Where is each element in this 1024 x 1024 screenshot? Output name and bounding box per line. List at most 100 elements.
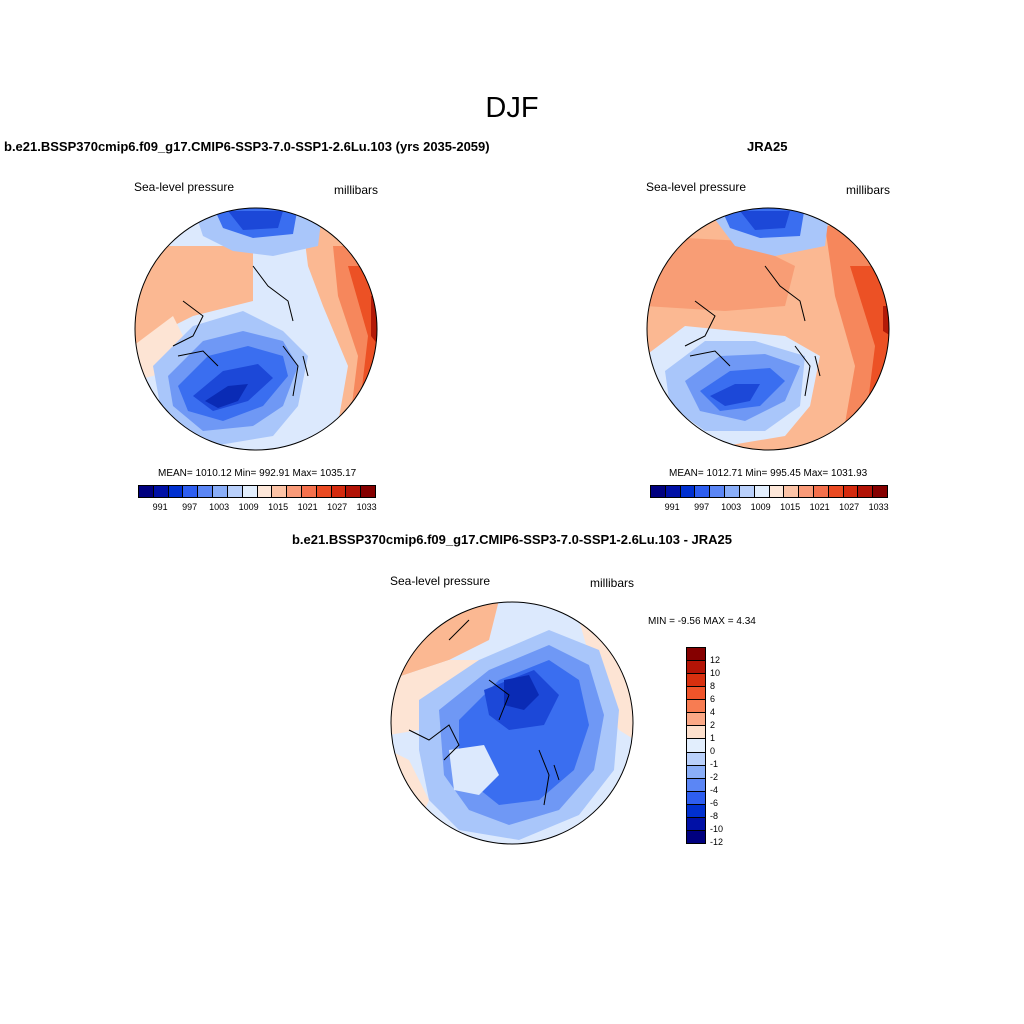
colorbar-swatch xyxy=(651,486,666,497)
colorbar-swatch xyxy=(873,486,887,497)
colorbar-tick-label: -4 xyxy=(710,785,719,795)
colorbar-swatch xyxy=(153,486,169,497)
colorbar-swatch xyxy=(687,804,705,818)
panel-2-colorbar-labels: 991 997 1003 1009 1015 1021 1027 1033 xyxy=(650,502,889,514)
colorbar-swatch xyxy=(687,817,705,831)
panel-1-field-label: Sea-level pressure xyxy=(134,180,235,194)
colorbar-tick-label: 8 xyxy=(710,681,716,691)
colorbar-swatch xyxy=(687,700,705,714)
colorbar-swatch xyxy=(687,726,705,740)
colorbar-swatch xyxy=(213,486,228,497)
colorbar-tick-label: 1003 xyxy=(209,502,230,512)
panel-2-stats: MEAN= 1012.71 Min= 995.45 Max= 1031.93 xyxy=(669,468,868,479)
panel-3-stats: MIN = -9.56 MAX = 4.34 xyxy=(648,616,756,627)
panel-2-field-label: Sea-level pressure xyxy=(646,180,747,194)
colorbar-swatch xyxy=(739,486,755,497)
colorbar-swatch xyxy=(687,648,705,662)
colorbar-swatch xyxy=(828,486,844,497)
colorbar-swatch xyxy=(799,486,814,497)
colorbar-swatch xyxy=(687,739,705,753)
colorbar-swatch xyxy=(687,830,705,843)
colorbar-swatch xyxy=(242,486,258,497)
figure-title: DJF xyxy=(485,92,539,124)
panel-2-polar-map xyxy=(646,207,890,451)
panel-1-title: b.e21.BSSP370cmip6.f09_g17.CMIP6-SSP3-7.… xyxy=(4,139,490,154)
colorbar-tick-label: -10 xyxy=(710,824,724,834)
colorbar-swatch xyxy=(725,486,740,497)
colorbar-tick-label: 1009 xyxy=(750,502,771,512)
panel-3-colorbar-labels: 12 10 8 6 4 2 1 0 -1 -2 -4 -6 -8 -10 -12 xyxy=(710,647,740,847)
colorbar-tick-label: 4 xyxy=(710,707,716,717)
panel-1-units-label: millibars xyxy=(334,183,379,197)
panel-1-polar-map xyxy=(134,207,378,451)
colorbar-swatch xyxy=(687,752,705,766)
panel-1-colorbar-labels: 991 997 1003 1009 1015 1021 1027 1033 xyxy=(138,502,377,514)
colorbar-tick-label: 1009 xyxy=(238,502,259,512)
colorbar-tick-label: 1027 xyxy=(327,502,348,512)
panel-3-title: b.e21.BSSP370cmip6.f09_g17.CMIP6-SSP3-7.… xyxy=(291,532,733,547)
colorbar-tick-label: -1 xyxy=(710,759,719,769)
colorbar-swatch xyxy=(769,486,785,497)
panel-2-units-label: millibars xyxy=(846,183,891,197)
colorbar-tick-label: 2 xyxy=(710,720,716,730)
colorbar-swatch xyxy=(858,486,874,497)
colorbar-tick-label: 1033 xyxy=(868,502,889,512)
colorbar-swatch xyxy=(272,486,288,497)
colorbar-tick-label: -2 xyxy=(710,772,719,782)
colorbar-swatch xyxy=(301,486,317,497)
colorbar-tick-label: -6 xyxy=(710,798,719,808)
panel-3-units-label: millibars xyxy=(590,576,635,590)
colorbar-tick-label: 991 xyxy=(664,502,680,512)
colorbar-swatch xyxy=(183,486,199,497)
colorbar-swatch xyxy=(361,486,375,497)
colorbar-tick-label: 991 xyxy=(152,502,168,512)
colorbar-swatch xyxy=(346,486,362,497)
colorbar-swatch xyxy=(687,687,705,701)
colorbar-tick-label: 1021 xyxy=(297,502,318,512)
colorbar-swatch xyxy=(139,486,154,497)
colorbar-tick-label: 1021 xyxy=(809,502,830,512)
panel-1-colorbar xyxy=(138,485,376,498)
colorbar-tick-label: 12 xyxy=(710,655,721,665)
colorbar-tick-label: -8 xyxy=(710,811,719,821)
panel-2-colorbar xyxy=(650,485,888,498)
colorbar-tick-label: 1027 xyxy=(839,502,860,512)
colorbar-swatch xyxy=(331,486,347,497)
colorbar-swatch xyxy=(695,486,711,497)
colorbar-swatch xyxy=(680,486,696,497)
colorbar-tick-label: 10 xyxy=(710,668,721,678)
colorbar-swatch xyxy=(784,486,800,497)
colorbar-swatch xyxy=(754,486,770,497)
panel-3-field-label: Sea-level pressure xyxy=(390,574,491,588)
colorbar-swatch xyxy=(227,486,243,497)
colorbar-swatch xyxy=(287,486,302,497)
colorbar-tick-label: 0 xyxy=(710,746,716,756)
colorbar-swatch xyxy=(687,765,705,779)
colorbar-tick-label: 1 xyxy=(710,733,716,743)
colorbar-tick-label: 1033 xyxy=(356,502,377,512)
colorbar-swatch xyxy=(710,486,726,497)
colorbar-tick-label: 1003 xyxy=(721,502,742,512)
colorbar-swatch xyxy=(687,661,705,675)
panel-2-title: JRA25 xyxy=(747,139,788,154)
colorbar-tick-label: -12 xyxy=(710,837,724,847)
colorbar-swatch xyxy=(665,486,681,497)
colorbar-swatch xyxy=(198,486,214,497)
panel-1-stats: MEAN= 1010.12 Min= 992.91 Max= 1035.17 xyxy=(158,468,357,479)
colorbar-swatch xyxy=(687,713,705,727)
colorbar-tick-label: 6 xyxy=(710,694,716,704)
colorbar-swatch xyxy=(316,486,332,497)
colorbar-tick-label: 1015 xyxy=(780,502,801,512)
panel-3-polar-map xyxy=(390,601,634,845)
colorbar-tick-label: 997 xyxy=(182,502,198,512)
colorbar-tick-label: 1015 xyxy=(268,502,289,512)
colorbar-swatch xyxy=(843,486,859,497)
panel-3-colorbar xyxy=(686,647,706,844)
colorbar-swatch xyxy=(687,791,705,805)
colorbar-swatch xyxy=(257,486,273,497)
colorbar-tick-label: 997 xyxy=(694,502,710,512)
colorbar-swatch xyxy=(687,778,705,792)
colorbar-swatch xyxy=(687,674,705,688)
colorbar-swatch xyxy=(168,486,184,497)
colorbar-swatch xyxy=(813,486,829,497)
